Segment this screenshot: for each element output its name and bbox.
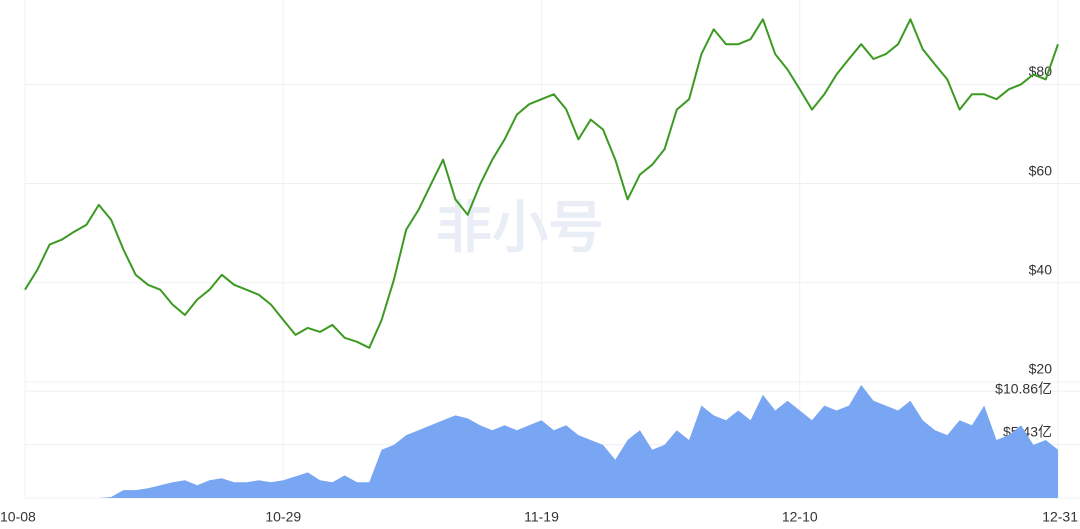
x-tick-label: 11-19 [524, 509, 559, 525]
y-tick-label: $20 [1029, 361, 1053, 377]
price-line [24, 18, 1059, 349]
y-tick-label: $60 [1029, 162, 1053, 178]
x-tick-label: 10-08 [0, 509, 36, 525]
volume-area [25, 384, 1058, 498]
y-tick-label: $40 [1029, 261, 1053, 277]
watermark: 非小号 [436, 196, 604, 259]
x-tick-label: 12-31 [1042, 509, 1078, 525]
y-tick-label: $10.86亿 [995, 381, 1052, 397]
x-tick-label: 12-10 [782, 509, 818, 525]
x-tick-label: 10-29 [265, 509, 301, 525]
